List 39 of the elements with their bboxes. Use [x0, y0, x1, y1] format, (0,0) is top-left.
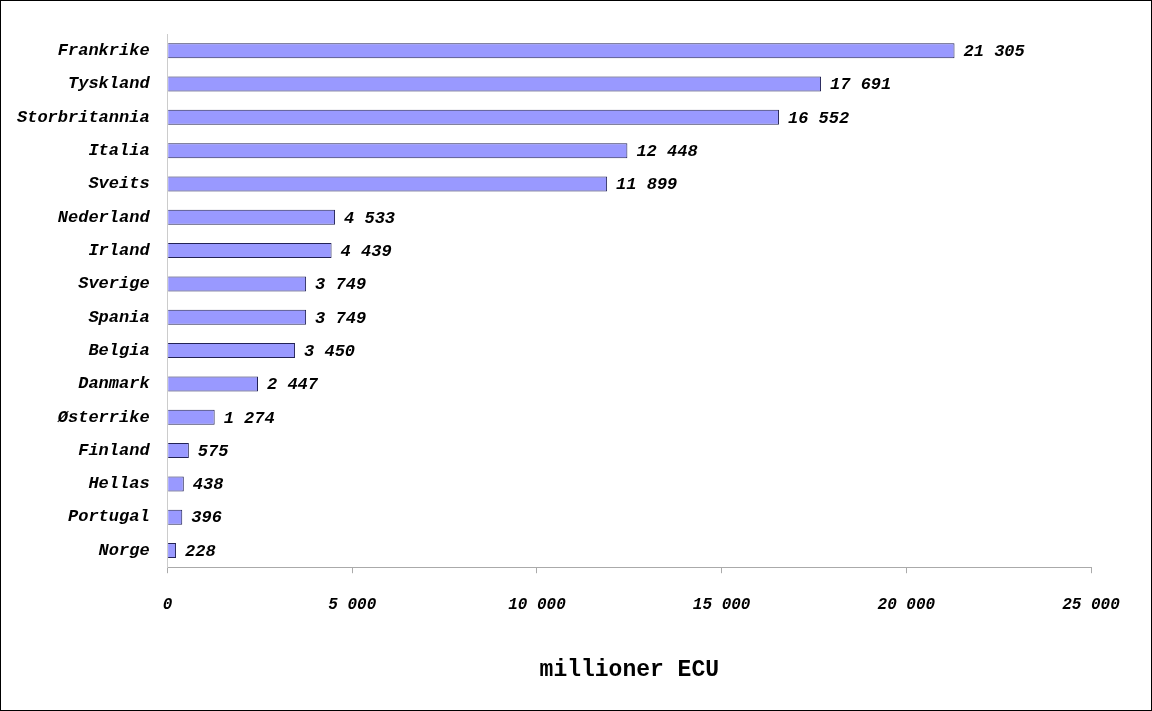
- y-tick-label: Hellas: [88, 474, 150, 494]
- y-tick-label: Østerrike: [56, 407, 150, 427]
- y-tick-label: Frankrike: [57, 40, 150, 60]
- x-axis-title: millioner ECU: [539, 657, 720, 683]
- data-label: 1 274: [223, 408, 275, 428]
- data-label: 12 448: [636, 141, 698, 161]
- data-label: 21 305: [963, 41, 1025, 61]
- x-tick-label: 5 000: [328, 595, 377, 614]
- data-label: 438: [192, 475, 224, 495]
- y-tick-label: Finland: [78, 440, 151, 460]
- data-label: 16 552: [787, 108, 850, 128]
- data-label: 17 691: [830, 75, 892, 95]
- data-label: 4 439: [340, 241, 392, 261]
- data-label: 396: [191, 508, 222, 528]
- y-tick-label: Sveits: [88, 174, 150, 194]
- x-tick-label: 15 000: [692, 595, 751, 614]
- data-label: 3 450: [304, 341, 356, 361]
- y-tick-label: Spania: [88, 307, 150, 327]
- data-label: 575: [197, 441, 229, 461]
- y-tick-label: Belgia: [88, 340, 150, 360]
- data-label: 4 533: [344, 208, 396, 228]
- y-tick-label: Portugal: [68, 507, 150, 527]
- y-tick-label: Danmark: [78, 374, 151, 394]
- data-label: 228: [185, 541, 216, 561]
- data-label: 11 899: [616, 175, 678, 195]
- y-tick-label: Irland: [88, 240, 151, 260]
- x-tick-label: 25 000: [1062, 595, 1121, 614]
- y-tick-label: Sverige: [78, 274, 150, 294]
- y-tick-label: Storbritannia: [17, 107, 150, 127]
- y-tick-label: Nederland: [57, 207, 151, 227]
- y-tick-label: Italia: [88, 140, 150, 160]
- data-label: 3 749: [315, 308, 367, 328]
- x-tick-label: 0: [162, 595, 173, 614]
- x-tick-label: 20 000: [877, 595, 936, 614]
- data-label: 3 749: [315, 275, 367, 295]
- y-tick-label: Norge: [98, 540, 150, 560]
- x-tick-label: 10 000: [508, 595, 567, 614]
- data-label: 2 447: [267, 375, 319, 395]
- y-tick-label: Tyskland: [68, 74, 151, 94]
